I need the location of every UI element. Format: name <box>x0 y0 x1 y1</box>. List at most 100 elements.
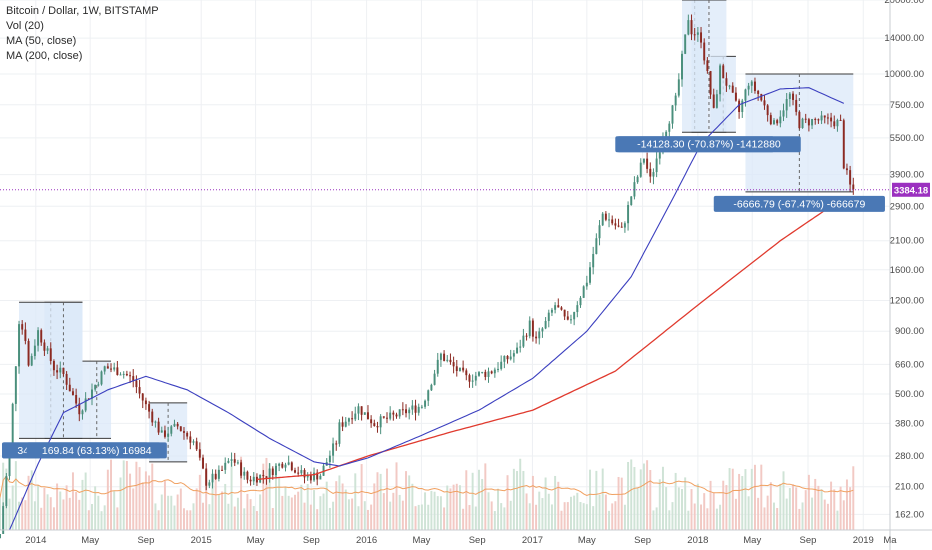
symbol-title[interactable]: Bitcoin / Dollar, 1W, BITSTAMP <box>6 5 159 17</box>
candle-body <box>830 117 833 122</box>
volume-bar <box>208 504 211 530</box>
volume-bar <box>639 469 642 530</box>
candle-body <box>684 34 687 54</box>
candle-body <box>386 417 388 419</box>
candle-body <box>37 330 40 346</box>
candle-body <box>395 414 398 417</box>
y-tick-label: 1600.00 <box>890 265 924 276</box>
volume-bar <box>233 506 236 530</box>
volume-bar <box>56 483 59 530</box>
x-tick-label: 2015 <box>191 535 212 546</box>
candle-body <box>65 373 68 385</box>
volume-bar <box>319 496 322 530</box>
candle-body <box>281 463 284 468</box>
candle-body <box>309 475 312 481</box>
volume-bar <box>458 485 461 530</box>
x-tick-label: 2014 <box>25 535 46 546</box>
candle-body <box>757 90 760 94</box>
candle-body <box>198 449 201 458</box>
ma50-indicator-label[interactable]: MA (50, close) <box>6 35 77 47</box>
ma200-indicator-label[interactable]: MA (200, close) <box>6 50 83 62</box>
candle-body <box>138 387 141 394</box>
candle-body <box>43 342 46 351</box>
candle-body <box>357 406 360 414</box>
volume-bar <box>836 510 839 530</box>
candle-body <box>649 168 652 177</box>
measure-label-text: 169.84 (63.13%) 16984 <box>42 445 152 457</box>
candle-body <box>224 462 227 470</box>
volume-bar <box>560 510 563 530</box>
volume-bar <box>652 510 655 530</box>
price-axis[interactable]: 20000.00 14000.00 10000.00 7500.00 5500.00 39… <box>884 0 924 550</box>
volume-bar <box>14 461 17 530</box>
candle-body <box>617 225 620 227</box>
candle-body <box>116 367 119 375</box>
candle-body <box>798 111 801 129</box>
candle-body <box>655 158 658 173</box>
volume-bar <box>677 487 680 530</box>
x-tick-label: Sep <box>800 535 817 546</box>
volume-bar <box>294 494 296 530</box>
volume-bar <box>807 474 810 530</box>
candle-body <box>427 390 430 401</box>
candle-body <box>265 476 268 479</box>
volume-bar <box>792 484 795 530</box>
candle-body <box>468 375 471 382</box>
candle-body <box>294 470 296 473</box>
candle-body <box>719 65 722 95</box>
volume-indicator-label[interactable]: Vol (20) <box>6 20 44 32</box>
x-tick-label: Sep <box>137 535 154 546</box>
volume-bar <box>119 477 122 530</box>
candle-body <box>405 409 408 414</box>
volume-bar <box>820 489 823 530</box>
volume-bar <box>198 474 201 530</box>
volume-bar <box>30 470 33 530</box>
volume-bar <box>674 472 677 530</box>
volume-bar <box>370 504 373 530</box>
measurement-boxes <box>19 0 854 463</box>
y-tick-label: 162.00 <box>895 509 924 520</box>
volume-bar <box>274 463 277 530</box>
candle-body <box>62 367 65 374</box>
candle-body <box>14 366 17 404</box>
candle-body <box>179 426 182 432</box>
candle-body <box>490 371 493 374</box>
volume-bar <box>649 469 652 530</box>
candle-body <box>11 403 14 447</box>
candle-body <box>366 412 369 420</box>
volume-bar <box>611 503 614 530</box>
candle-body <box>436 359 439 374</box>
candle-body <box>189 436 192 443</box>
candle-body <box>598 225 601 239</box>
volume-bar <box>328 507 331 530</box>
x-tick-label: May <box>81 535 99 546</box>
measure-label-bg <box>26 442 167 459</box>
volume-bar <box>719 504 722 530</box>
volume-bar <box>852 466 855 530</box>
chart-grid <box>0 0 891 530</box>
volume-bar <box>566 502 569 530</box>
candle-body <box>376 426 379 428</box>
volume-bar <box>173 505 176 530</box>
candle-body <box>646 158 649 169</box>
candle-body <box>354 413 357 420</box>
candle-body <box>186 432 189 437</box>
y-tick-label: 14000.00 <box>884 33 924 44</box>
candle-body <box>671 105 674 124</box>
volume-bar <box>608 510 611 530</box>
candle-body <box>642 158 645 163</box>
volume-bar <box>94 486 97 530</box>
volume-bar <box>106 469 109 530</box>
candle-body <box>766 105 769 116</box>
volume-bar <box>192 503 195 530</box>
candle-body <box>563 309 566 317</box>
candle-body <box>157 421 160 433</box>
candle-body <box>462 367 465 371</box>
volume-bar <box>100 511 103 530</box>
candle-body <box>338 422 341 444</box>
time-axis[interactable]: 2014 May Sep 2015 May Sep 2016 May Sep 2017 May Sep… <box>0 529 932 546</box>
candle-body <box>658 152 661 159</box>
candle-body <box>446 359 449 361</box>
volume-bar <box>750 468 753 530</box>
